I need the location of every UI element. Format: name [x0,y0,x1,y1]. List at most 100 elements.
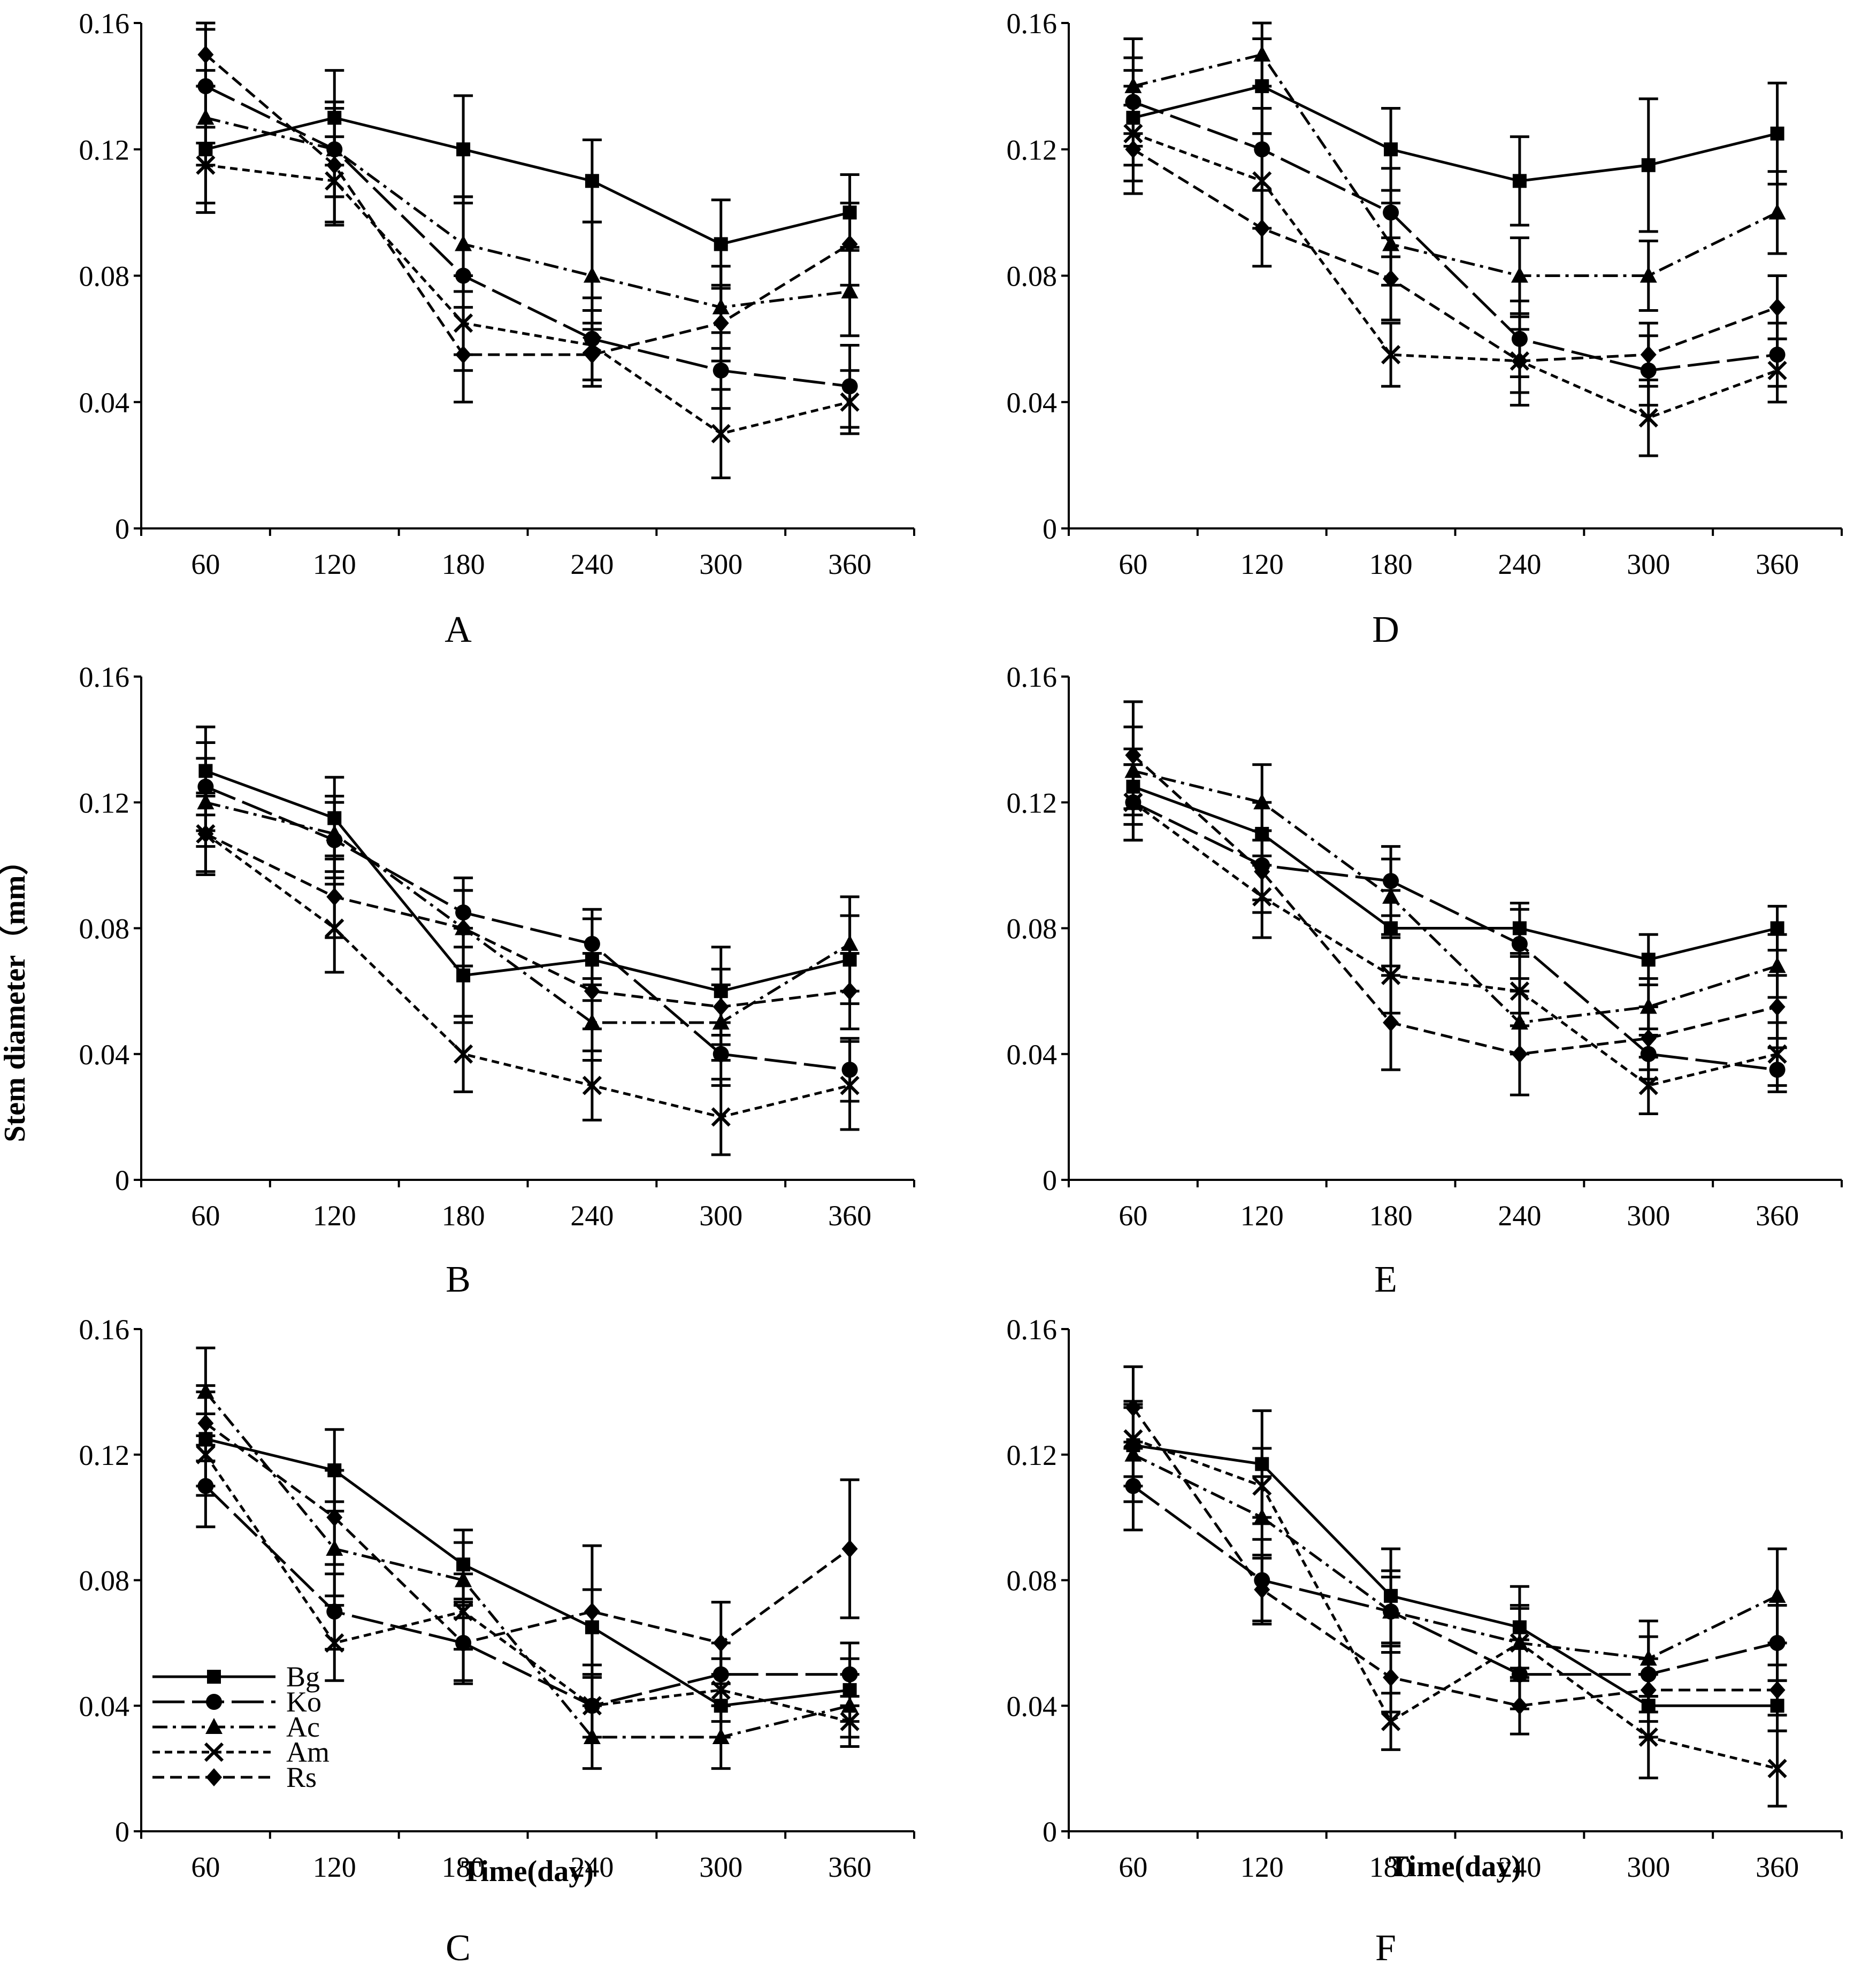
data-point [713,1633,729,1652]
data-point [197,1414,214,1433]
data-point [455,235,472,251]
chart-panel-b: 0 0.04 0.08 0.12 0.16 60 120 180 240 300 360 B [79,661,915,1300]
x-tick-label: 360 [1756,1851,1799,1883]
series-line [1132,53,1778,277]
series-am [1123,1400,1787,1808]
y-tick-label: 0.08 [79,1565,130,1597]
x-tick-label: 120 [313,1851,356,1883]
series-rs [1123,1365,1787,1736]
data-point [1253,793,1271,810]
series-line [205,1437,850,1707]
x-tick-label: 60 [1118,1851,1147,1883]
data-point [1638,1076,1658,1095]
data-point [1767,360,1787,380]
x-tick-label: 240 [1498,1851,1541,1883]
series-line [1132,148,1778,363]
data-point [1383,270,1399,288]
data-point [1510,1633,1530,1653]
data-point [1125,746,1141,765]
x-tick-label: 180 [1369,1851,1413,1883]
data-point [584,1602,600,1621]
series-rs [196,1384,860,1685]
data-point [1383,1013,1399,1032]
data-point [453,1044,473,1064]
data-point [1640,1680,1657,1699]
data-point [1253,45,1271,62]
data-point [582,1696,602,1716]
series-line [205,85,850,388]
x-tick-label: 240 [570,1851,614,1883]
y-tick-label: 0.16 [1007,661,1058,693]
x-tick-label: 60 [1118,548,1147,580]
x-tick-label: 360 [1756,548,1799,580]
y-tick-label: 0.16 [79,661,130,693]
x-axis-title-c: Time(day) [461,1855,594,1888]
data-point [455,1633,472,1652]
data-point [841,934,859,951]
data-point [1252,1476,1272,1496]
data-point [713,362,729,379]
x-tick-label: 60 [191,548,220,580]
y-tick-label: 0.12 [1007,787,1058,819]
data-point [1638,1727,1658,1747]
y-tick-label: 0.04 [1007,387,1058,419]
series-line [1132,1438,1778,1770]
x-tick-label: 120 [313,548,356,580]
series-line [1132,1453,1778,1660]
y-tick-label: 0 [115,513,129,545]
x-tick-label: 240 [1498,1200,1541,1232]
legend-item-ac: Ac [152,1711,320,1743]
legend-label: Bg [286,1661,320,1693]
x-tick-label: 360 [1756,1200,1799,1232]
data-point [711,424,731,443]
legend-marker [204,1742,224,1762]
x-tick-label: 180 [1369,1200,1413,1232]
series-ko [1123,1440,1787,1714]
x-tick-label: 240 [570,548,614,580]
series-ko [196,28,860,429]
series-bg [196,69,860,290]
data-point [584,935,600,952]
series-line [1132,801,1778,1071]
x-tick-label: 60 [191,1851,220,1883]
y-tick-label: 0 [1043,1816,1057,1848]
legend-marker [206,1694,222,1710]
series-line [204,833,851,1118]
data-point [840,392,860,412]
data-point [455,346,472,364]
data-point [1768,1586,1786,1603]
data-point [841,235,858,254]
y-tick-label: 0.16 [1007,7,1058,40]
panel-label: C [446,1928,471,1969]
series-line [1132,1485,1778,1676]
y-tick-label: 0.04 [79,1039,130,1071]
data-point [1770,126,1784,141]
legend-label: Am [286,1736,330,1768]
legend-item-ko: Ko [152,1686,321,1718]
data-point [1641,953,1656,967]
data-point [456,968,471,983]
x-tick-label: 60 [191,1200,220,1232]
data-point [1125,140,1141,159]
series-am [1123,85,1787,457]
data-point [1769,997,1786,1016]
data-point [1511,935,1528,952]
legend-label: Ac [286,1711,320,1743]
x-tick-label: 240 [1498,548,1541,580]
y-tick-label: 0.16 [79,7,130,40]
x-tick-label: 180 [1369,548,1413,580]
x-tick-label: 360 [828,548,871,580]
y-tick-label: 0 [1043,1164,1057,1196]
series-line [1132,101,1778,372]
series-ac [1123,725,1787,1056]
data-point [1511,351,1528,370]
x-tick-label: 120 [1240,1200,1284,1232]
series-line [205,164,851,435]
data-point [1512,174,1527,188]
data-point [1511,266,1528,283]
series-ko [1123,56,1787,407]
data-point [456,142,471,157]
data-point [1381,1711,1401,1731]
legend-item-bg: Bg [152,1661,320,1693]
